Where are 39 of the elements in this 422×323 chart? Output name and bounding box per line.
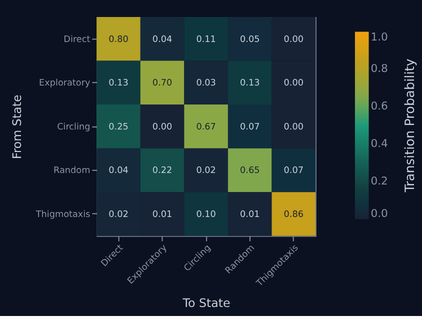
data-label: 0.22 [152,166,172,176]
data-label: 0.67 [196,122,216,132]
data-label: 0.86 [284,210,304,220]
data-label: 0.80 [108,34,129,45]
data-label: 0.00 [152,122,173,132]
color-bar-label: 0.2 [370,174,388,188]
data-label: 0.00 [284,78,304,89]
y-tick-label: Random [54,166,90,176]
data-label: 0.04 [108,166,129,176]
color-bar-label: 0.8 [370,62,388,76]
data-label: 0.05 [240,34,260,45]
y-tick-label: Thigmotaxis [34,210,91,220]
color-bar-label: 1.0 [370,30,388,44]
data-label: 0.11 [196,34,216,45]
data-label: 0.25 [108,122,128,132]
data-label: 0.13 [240,78,260,89]
color-bar-label: 0.0 [370,207,388,220]
x-axis-title: To State [182,296,230,310]
data-label: 0.02 [196,166,216,176]
data-label: 0.01 [240,210,260,220]
data-label: 0.07 [284,166,304,176]
y-tick-label: Direct [64,34,91,45]
color-bar-label: 0.4 [370,137,388,150]
data-label: 0.65 [240,166,260,176]
data-label: 0.07 [240,122,260,132]
data-label: 0.03 [196,78,216,89]
data-label: 0.13 [108,78,128,89]
color-bar-label: 0.6 [370,100,388,113]
data-label: 0.04 [152,34,173,45]
data-label: 0.02 [108,210,128,220]
data-label: 0.10 [196,210,216,220]
data-label: 0.70 [152,78,173,89]
data-label: 0.00 [284,34,304,45]
y-tick-label: Circling [57,122,90,132]
y-tick-label: Exploratory [39,78,90,89]
y-axis-title: From State [10,94,24,160]
color-bar-title: Transition Probability [403,58,418,194]
data-label: 0.00 [284,122,304,132]
data-label: 0.01 [152,210,172,220]
